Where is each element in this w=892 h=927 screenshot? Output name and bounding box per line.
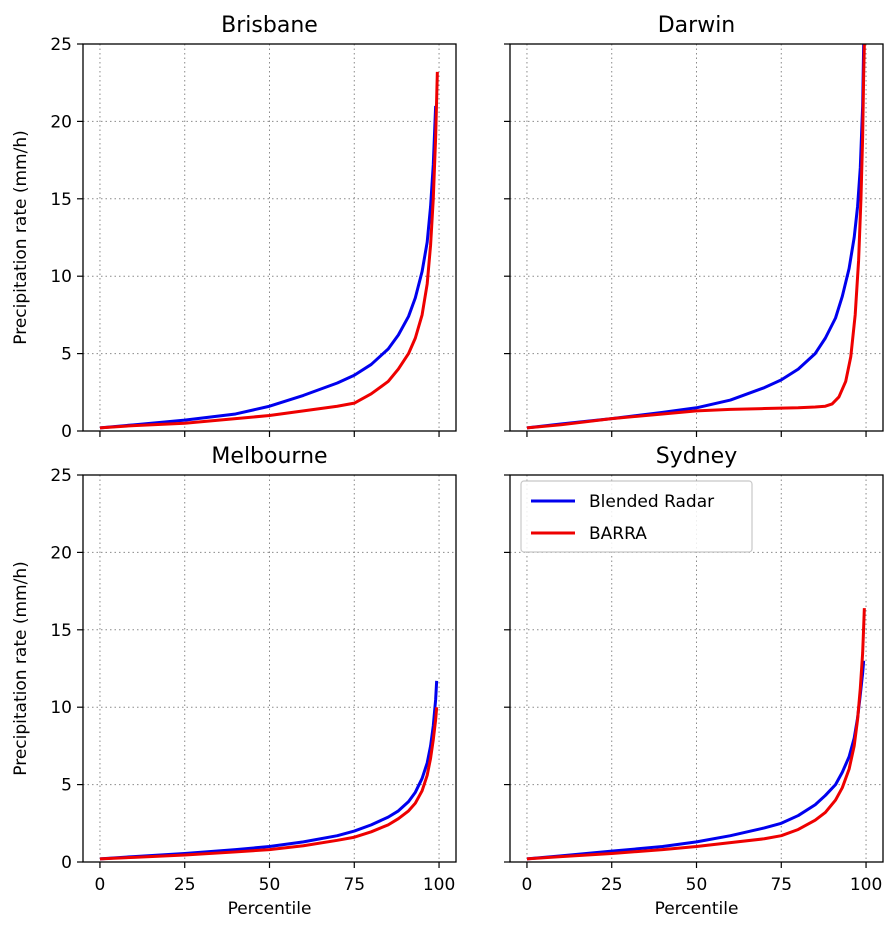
- x-axis-label: Percentile: [228, 899, 312, 919]
- panels: 0 5 10 15 20 25 Brisbane Precipitation rate (mm…: [11, 13, 884, 919]
- y-tick-label: 5: [61, 776, 72, 796]
- y-tick-label: 20: [50, 112, 72, 132]
- series-line-barra: [99, 71, 439, 430]
- legend: Blended Radar BARRA: [520, 480, 753, 553]
- legend-label-barra: BARRA: [589, 524, 647, 544]
- axes-frame: [509, 474, 884, 863]
- panel-title: Brisbane: [221, 13, 318, 38]
- x-tick-label: 50: [686, 875, 708, 895]
- panel-title: Sydney: [656, 444, 737, 469]
- x-tick-label: 0: [522, 875, 533, 895]
- legend-label-blended-radar: Blended Radar: [589, 492, 714, 512]
- x-tick-label: 25: [601, 875, 623, 895]
- y-tick-label: 20: [50, 543, 72, 563]
- series-line-blended-radar: [526, 660, 866, 861]
- y-tick-label: 15: [50, 621, 72, 641]
- series-line-barra: [526, 608, 866, 861]
- x-tick-label: 50: [259, 875, 281, 895]
- y-tick-label: 10: [50, 698, 72, 718]
- y-axis-label: Precipitation rate (mm/h): [11, 561, 31, 775]
- series-line-blended-radar: [99, 680, 439, 861]
- y-tick-label: 0: [61, 422, 72, 442]
- x-tick-label: 100: [850, 875, 882, 895]
- y-tick-label: 15: [50, 190, 72, 210]
- series-line-barra: [526, 43, 866, 430]
- y-tick-label: 10: [50, 267, 72, 287]
- x-tick-label: 75: [343, 875, 365, 895]
- y-tick-label: 25: [50, 466, 72, 486]
- axes-frame: [82, 474, 457, 863]
- x-tick-label: 75: [770, 875, 792, 895]
- axes-frame: [509, 43, 884, 432]
- series-line-blended-radar: [99, 105, 438, 430]
- panel-brisbane: 0 5 10 15 20 25 Brisbane Precipitation rate (mm…: [11, 13, 457, 442]
- panel-melbourne: 0 25 50 75 100 0 5 10 15 20 25 Melbourne Precipitati…: [11, 444, 457, 919]
- panel-title: Melbourne: [211, 444, 327, 469]
- y-tick-label: 5: [61, 345, 72, 365]
- legend-box: [520, 480, 753, 553]
- panel-darwin: Darwin: [504, 13, 884, 437]
- x-axis-label: Percentile: [655, 899, 739, 919]
- y-axis-label: Precipitation rate (mm/h): [11, 130, 31, 344]
- series-line-barra: [99, 707, 439, 861]
- series-line-blended-radar: [526, 43, 866, 430]
- y-tick-label: 25: [50, 35, 72, 55]
- axes-frame: [82, 43, 457, 432]
- x-tick-label: 0: [95, 875, 106, 895]
- y-tick-label: 0: [61, 853, 72, 873]
- panel-title: Darwin: [658, 13, 736, 38]
- x-tick-label: 25: [174, 875, 196, 895]
- x-tick-label: 100: [423, 875, 455, 895]
